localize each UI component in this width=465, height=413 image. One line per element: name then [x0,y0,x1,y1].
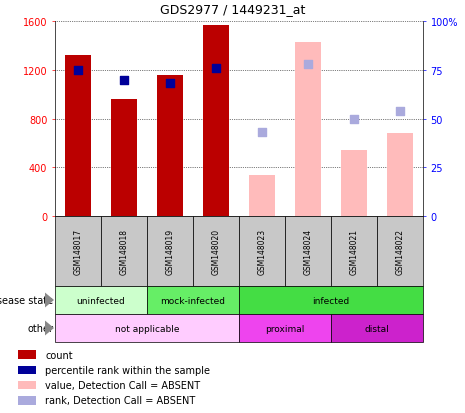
Bar [239,314,331,342]
Text: GSM148023: GSM148023 [258,228,266,274]
Text: infected: infected [312,296,350,305]
Point [258,130,266,136]
Text: GSM148021: GSM148021 [350,228,359,274]
Bar [203,26,229,216]
Bar [18,366,36,374]
Text: rank, Detection Call = ABSENT: rank, Detection Call = ABSENT [45,395,195,406]
Bar [295,43,321,216]
Text: distal: distal [365,324,389,333]
Bar [18,351,36,359]
Text: mock-infected: mock-infected [160,296,226,305]
Bar [55,216,101,286]
Text: proximal: proximal [266,324,305,333]
Text: count: count [45,350,73,360]
Point [396,108,404,115]
Bar [193,216,239,286]
Bar [55,286,147,314]
Bar [18,381,36,389]
Text: percentile rank within the sample: percentile rank within the sample [45,365,210,375]
Text: GDS2977 / 1449231_at: GDS2977 / 1449231_at [160,3,305,16]
Bar [331,216,377,286]
Bar [239,216,285,286]
Point [350,116,358,123]
Bar [341,151,366,216]
Point [304,62,312,68]
Bar [147,216,193,286]
Bar [331,314,423,342]
Bar [111,100,137,216]
Text: GSM148024: GSM148024 [304,228,312,274]
Bar [101,216,147,286]
Text: value, Detection Call = ABSENT: value, Detection Call = ABSENT [45,380,200,390]
Bar [377,216,423,286]
Bar [249,175,275,216]
Text: GSM148020: GSM148020 [212,228,220,274]
Bar [18,396,36,405]
Bar [387,134,412,216]
Point [120,77,128,83]
Bar [285,216,331,286]
Text: GSM148017: GSM148017 [73,228,82,274]
Text: GSM148022: GSM148022 [396,228,405,274]
Text: GSM148018: GSM148018 [120,228,128,274]
Text: GSM148019: GSM148019 [166,228,174,274]
Text: other: other [27,323,53,333]
Bar [66,56,91,216]
Text: not applicable: not applicable [115,324,179,333]
Bar [157,76,183,216]
Bar [147,286,239,314]
Text: uninfected: uninfected [77,296,126,305]
Bar [55,314,239,342]
Text: disease state: disease state [0,295,53,305]
Bar [239,286,423,314]
Point [166,81,174,88]
Point [74,67,82,74]
Point [213,65,220,72]
